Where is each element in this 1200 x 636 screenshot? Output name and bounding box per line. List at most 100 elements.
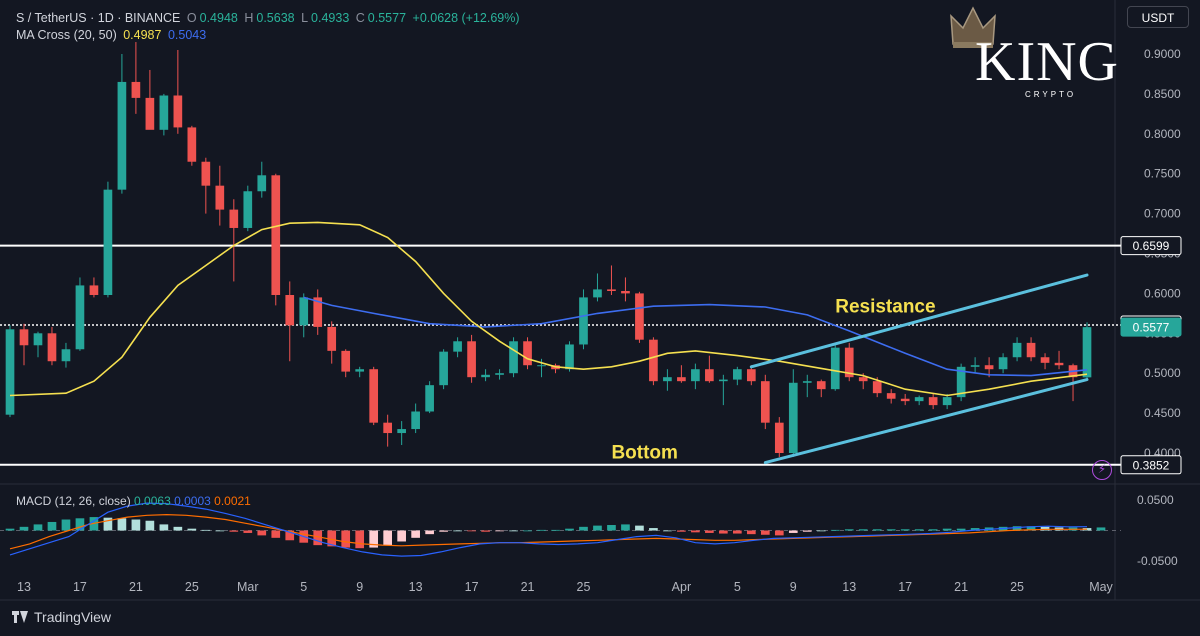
- candle-body: [425, 385, 434, 412]
- candle-body: [523, 341, 532, 366]
- x-tick-label: 5: [734, 580, 741, 594]
- macd-histogram-bar: [285, 530, 295, 541]
- y-tick-label: 0.6000: [1144, 286, 1181, 300]
- macd-title[interactable]: MACD (12, 26, close): [16, 494, 131, 508]
- x-tick-label: 13: [409, 580, 423, 594]
- x-tick-label: 17: [73, 580, 87, 594]
- macd-histogram-bar: [677, 530, 686, 532]
- macd-histogram-bar: [187, 528, 197, 531]
- candle-body: [159, 95, 169, 130]
- x-tick-label: May: [1089, 580, 1113, 594]
- candle-body: [830, 347, 840, 390]
- x-tick-label: 13: [842, 580, 856, 594]
- macd-histogram-bar: [872, 529, 882, 531]
- macd-histogram-bar: [970, 528, 980, 531]
- candle-body: [663, 377, 672, 382]
- x-tick-label: Mar: [237, 580, 259, 594]
- macd-histogram-bar: [719, 530, 728, 534]
- candle-body: [1082, 327, 1092, 378]
- x-tick-label: 17: [898, 580, 912, 594]
- macd-histogram-bar: [355, 530, 365, 549]
- open-value: 0.4948: [199, 11, 238, 25]
- candle-body: [411, 411, 420, 430]
- high-label: H: [244, 11, 254, 25]
- symbol-title: S / TetherUS · 1D · BINANCE: [16, 11, 181, 25]
- macd-histogram-bar: [760, 530, 770, 535]
- king-crypto-logo: KING CRYPTO: [945, 0, 1125, 110]
- candle-body: [788, 382, 798, 453]
- ma-slow-line: [303, 296, 1088, 377]
- candle-body: [691, 369, 700, 382]
- x-tick-label: 25: [1010, 580, 1024, 594]
- candle-body: [900, 398, 910, 402]
- macd-histogram-bar: [201, 529, 211, 531]
- macd-histogram-bar: [1012, 526, 1022, 531]
- macd-histogram-bar: [816, 530, 826, 532]
- x-tick-label: 13: [17, 580, 31, 594]
- candle-body: [1040, 357, 1050, 363]
- candle-body: [565, 344, 574, 370]
- macd-histogram-bar: [117, 518, 127, 531]
- currency-unit-button[interactable]: USDT: [1127, 6, 1189, 28]
- ma-fast-value: 0.4987: [123, 28, 162, 42]
- candle-body: [243, 191, 253, 228]
- candle-body: [1012, 342, 1022, 358]
- macd-histogram-bar: [103, 517, 113, 531]
- candle-body: [677, 377, 686, 382]
- macd-histogram-bar: [579, 526, 588, 531]
- macd-histogram-bar: [523, 530, 532, 532]
- candle-body: [1026, 342, 1036, 358]
- macd-histogram-bar: [942, 528, 952, 531]
- macd-histogram-bar: [914, 529, 924, 531]
- candle-body: [607, 289, 616, 292]
- macd-histogram-bar: [844, 529, 854, 531]
- candle-body: [467, 341, 476, 378]
- macd-line: [9, 502, 1088, 557]
- candle-body: [117, 81, 127, 190]
- macd-y-tick-label: -0.0500: [1137, 554, 1178, 568]
- symbol-header: S / TetherUS · 1D · BINANCE O 0.4948 H 0.5…: [16, 11, 523, 25]
- tradingview-logo-icon: [12, 611, 28, 623]
- candle-body: [33, 333, 43, 346]
- low-value: 0.4933: [311, 11, 350, 25]
- candle-body: [635, 293, 644, 340]
- trendline: [763, 378, 1089, 465]
- macd-histogram-bar: [886, 529, 896, 531]
- candle-body: [942, 397, 952, 406]
- logo-word: KING: [975, 31, 1119, 93]
- macd-histogram-bar: [928, 529, 938, 531]
- candle-body: [187, 127, 197, 162]
- macd-histogram-bar: [802, 530, 812, 532]
- macd-histogram-bar: [33, 524, 43, 531]
- candle-body: [621, 291, 630, 294]
- macd-histogram-bar: [341, 530, 351, 548]
- candle-body: [61, 349, 71, 362]
- change-value: +0.0628 (+12.69%): [412, 11, 520, 25]
- ma-indicator-name[interactable]: MA Cross (20, 50): [16, 28, 117, 42]
- macd-histogram-bar: [1096, 527, 1106, 531]
- bolt-icon[interactable]: ⚡: [1092, 460, 1112, 480]
- x-tick-label: 5: [300, 580, 307, 594]
- macd-histogram-bar: [19, 526, 29, 531]
- candle-body: [145, 97, 155, 130]
- candle-body: [257, 175, 267, 192]
- level-price-label-box: [1120, 455, 1182, 475]
- low-label: L: [301, 11, 309, 25]
- macd-hist-value: 0.0021: [214, 494, 251, 508]
- macd-histogram-bar: [495, 530, 504, 532]
- candle-body: [47, 333, 57, 362]
- y-tick-label: 0.8000: [1144, 127, 1181, 141]
- candle-body: [5, 329, 15, 415]
- candle-body: [313, 297, 323, 327]
- macd-histogram-bar: [900, 529, 910, 531]
- macd-histogram-bar: [774, 530, 784, 536]
- footer-brand[interactable]: TradingView: [12, 609, 111, 625]
- y-tick-label: 0.8500: [1144, 87, 1181, 101]
- y-tick-label: 0.7000: [1144, 207, 1181, 221]
- x-tick-label: 21: [129, 580, 143, 594]
- macd-histogram-bar: [145, 520, 155, 531]
- macd-histogram-bar: [173, 526, 183, 531]
- candle-body: [341, 350, 351, 372]
- macd-histogram-bar: [565, 528, 574, 531]
